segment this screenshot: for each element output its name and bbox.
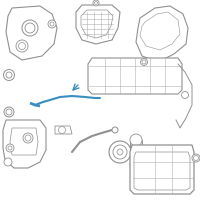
Circle shape (18, 43, 26, 49)
Circle shape (109, 141, 131, 163)
Circle shape (22, 20, 38, 36)
Polygon shape (88, 58, 182, 94)
Circle shape (6, 109, 12, 115)
Polygon shape (55, 126, 72, 134)
Circle shape (6, 72, 12, 78)
Polygon shape (130, 140, 142, 165)
Polygon shape (130, 145, 194, 194)
Circle shape (58, 127, 66, 134)
Circle shape (23, 133, 33, 143)
Polygon shape (136, 6, 188, 62)
Circle shape (194, 156, 198, 160)
Polygon shape (81, 10, 113, 38)
Circle shape (25, 135, 31, 141)
Circle shape (4, 158, 12, 166)
Circle shape (4, 70, 14, 80)
Circle shape (130, 134, 142, 146)
Circle shape (25, 23, 35, 33)
Circle shape (130, 159, 142, 171)
Circle shape (93, 0, 99, 6)
Polygon shape (76, 5, 120, 44)
Circle shape (117, 149, 123, 155)
Circle shape (16, 40, 28, 52)
Circle shape (50, 22, 54, 26)
Circle shape (142, 60, 146, 64)
Circle shape (140, 58, 148, 66)
Circle shape (113, 145, 127, 159)
Circle shape (112, 127, 118, 133)
Circle shape (4, 107, 14, 117)
Polygon shape (6, 6, 57, 60)
Circle shape (6, 144, 14, 152)
Circle shape (182, 92, 188, 98)
Circle shape (95, 1, 98, 4)
Polygon shape (134, 152, 190, 190)
Circle shape (192, 154, 200, 162)
Polygon shape (10, 128, 38, 155)
Circle shape (8, 146, 12, 150)
Circle shape (48, 20, 56, 28)
Polygon shape (140, 12, 180, 50)
Polygon shape (3, 120, 46, 168)
